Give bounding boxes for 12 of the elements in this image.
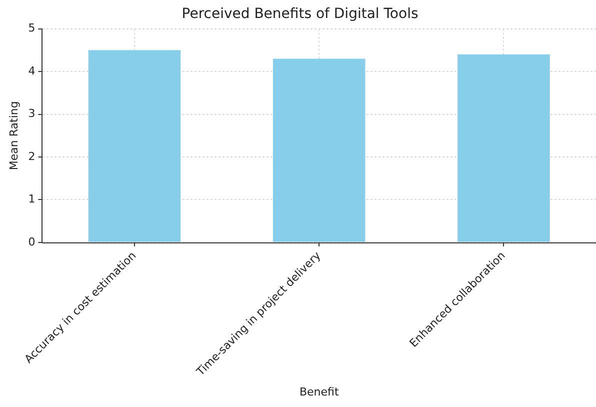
y-tick-label: 5 <box>28 22 36 35</box>
y-tick-label: 0 <box>28 235 36 248</box>
bar <box>272 58 366 242</box>
chart-title: Perceived Benefits of Digital Tools <box>182 6 418 22</box>
x-axis-title: Benefit <box>299 385 340 398</box>
y-tick-label: 1 <box>28 192 36 206</box>
y-axis-title: Mean Rating <box>7 101 20 170</box>
y-tick-label: 4 <box>28 64 36 78</box>
y-tick-label: 2 <box>28 150 36 163</box>
bar <box>458 54 550 242</box>
bar <box>88 50 181 242</box>
y-tick-label: 3 <box>28 107 36 120</box>
